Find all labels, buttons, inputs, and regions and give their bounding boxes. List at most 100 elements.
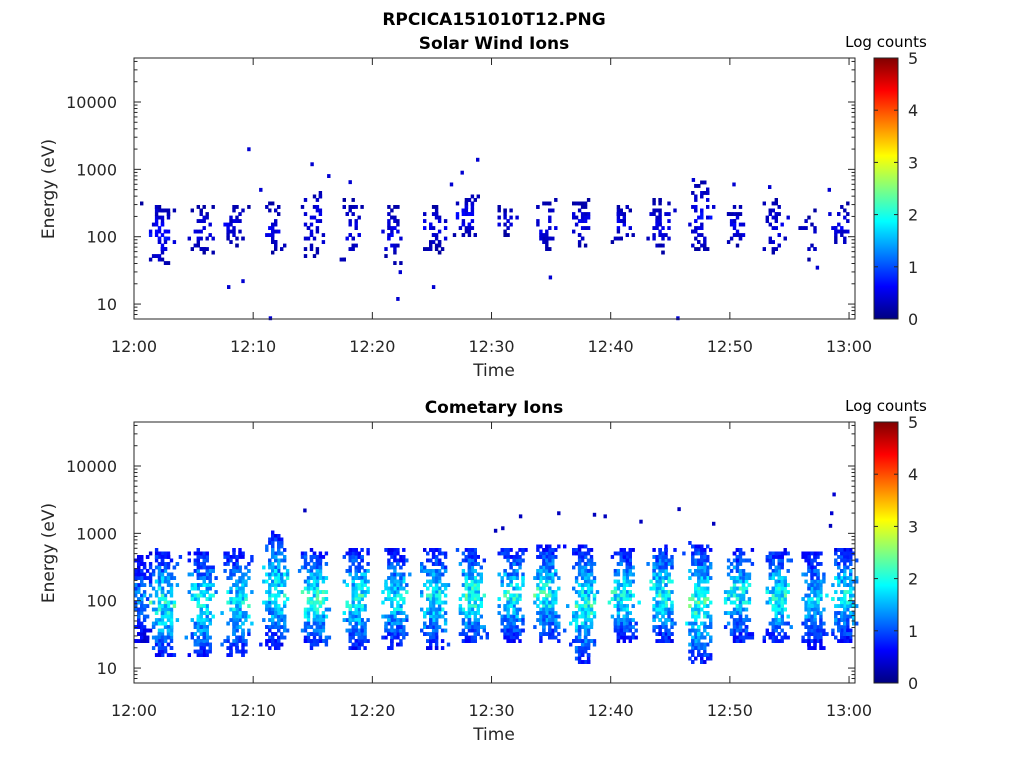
heatmap-cell <box>241 597 245 601</box>
heatmap-cell <box>262 579 266 584</box>
heatmap-cell <box>387 646 391 650</box>
heatmap-cell <box>580 565 585 570</box>
heatmap-cell <box>616 625 621 629</box>
heatmap-cell <box>738 621 743 626</box>
heatmap-cell <box>735 212 740 216</box>
heatmap-cell <box>664 604 668 608</box>
heatmap-cell <box>238 600 242 605</box>
heatmap-cell <box>443 593 448 598</box>
heatmap-cell <box>274 593 278 598</box>
heatmap-cell <box>473 590 477 594</box>
heatmap-cell <box>467 233 472 237</box>
heatmap-cell <box>229 590 233 594</box>
heatmap-cell <box>697 639 701 643</box>
heatmap-cell <box>735 607 740 612</box>
heatmap-cell <box>199 628 203 633</box>
heatmap-cell <box>303 621 308 626</box>
heatmap-cell <box>554 590 558 594</box>
heatmap-cell <box>166 208 171 213</box>
heatmap-cell <box>238 548 242 552</box>
heatmap-cell <box>437 579 442 584</box>
heatmap-cell <box>577 632 582 636</box>
heatmap-cell <box>241 653 245 657</box>
heatmap-cell <box>437 600 442 605</box>
heatmap-cell <box>312 579 317 584</box>
heatmap-cell <box>387 548 391 552</box>
heatmap-cell <box>661 565 665 570</box>
heatmap-cell <box>351 586 355 591</box>
heatmap-cell <box>166 229 171 234</box>
heatmap-cell <box>577 558 582 563</box>
heatmap-cell <box>545 233 549 237</box>
heatmap-cell <box>268 635 272 640</box>
heatmap-cell <box>280 551 284 556</box>
heatmap-cell <box>586 607 591 612</box>
heatmap-cell <box>512 586 516 591</box>
heatmap-cell <box>342 618 346 622</box>
heatmap-cell <box>726 240 731 244</box>
heatmap-cell <box>265 548 269 552</box>
heatmap-cell <box>700 660 704 664</box>
heatmap-cell <box>208 222 212 227</box>
heatmap-cell <box>324 639 329 643</box>
heatmap-cell <box>399 593 403 598</box>
heatmap-cell <box>360 642 364 647</box>
heatmap-cell <box>619 555 623 559</box>
heatmap-cell <box>652 198 656 202</box>
heatmap-cell <box>303 586 308 591</box>
heatmap-cell <box>831 226 835 230</box>
heatmap-cell <box>357 611 361 615</box>
heatmap-cell <box>738 233 743 237</box>
heatmap-cell <box>503 590 507 594</box>
heatmap-cell <box>664 548 668 552</box>
heatmap-cell <box>545 621 549 626</box>
heatmap-cell <box>697 593 701 598</box>
heatmap-cell <box>497 208 501 213</box>
heatmap-cell <box>467 551 472 556</box>
heatmap-cell <box>157 621 162 626</box>
heatmap-cell <box>268 611 272 615</box>
colorbar-label: Log counts <box>845 33 927 51</box>
heatmap-cell <box>467 558 472 563</box>
heatmap-cell <box>402 632 406 636</box>
heatmap-cell <box>393 576 397 580</box>
heatmap-cell <box>434 635 439 640</box>
heatmap-cell <box>265 590 269 594</box>
heatmap-cell <box>351 576 355 580</box>
heatmap-cell <box>616 604 621 608</box>
heatmap-cell <box>476 586 480 591</box>
heatmap-cell <box>157 600 162 605</box>
heatmap-cell <box>154 208 159 213</box>
heatmap-cell <box>244 593 248 598</box>
heatmap-cell <box>393 551 397 556</box>
heatmap-cell <box>202 583 206 587</box>
heatmap-cell <box>434 646 439 650</box>
heatmap-cell <box>464 558 469 563</box>
heatmap-cell <box>554 625 558 629</box>
heatmap-cell <box>464 597 469 601</box>
heatmap-cell <box>434 572 439 577</box>
heatmap-cell <box>548 551 552 556</box>
heatmap-cell <box>384 586 388 591</box>
heatmap-cell <box>771 201 775 206</box>
heatmap-cell <box>661 607 665 612</box>
heatmap-cell <box>363 628 367 633</box>
heatmap-cell <box>348 558 352 563</box>
heatmap-cell <box>318 621 323 626</box>
heatmap-cell <box>226 639 230 643</box>
heatmap-cell <box>303 212 308 216</box>
heatmap-cell <box>536 618 540 622</box>
heatmap-cell <box>351 632 355 636</box>
heatmap-cell <box>569 642 573 647</box>
heatmap-cell <box>238 569 242 573</box>
heatmap-cell <box>142 565 147 570</box>
heatmap-cell <box>735 558 740 563</box>
heatmap-cell <box>229 600 233 605</box>
heatmap-cell <box>673 548 677 552</box>
heatmap-cell <box>631 632 635 636</box>
heatmap-cell <box>542 233 546 237</box>
heatmap-cell <box>238 604 242 608</box>
heatmap-cell <box>280 537 284 542</box>
heatmap-cell <box>697 548 701 552</box>
heatmap-cell <box>694 614 698 619</box>
